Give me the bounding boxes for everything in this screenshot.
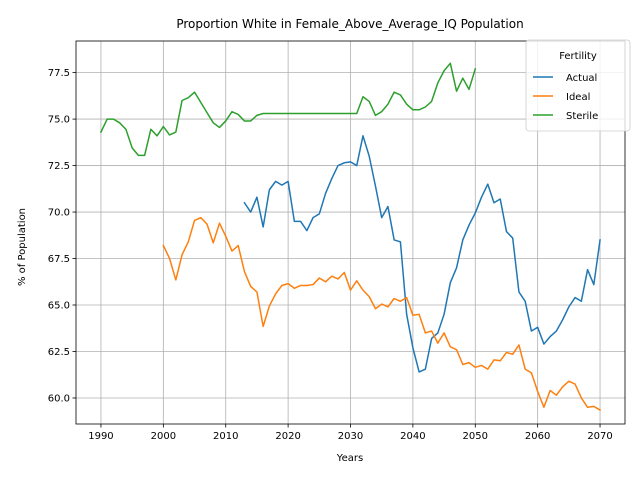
x-tick-label: 2020 [275, 431, 300, 442]
x-tick-label: 2040 [400, 431, 425, 442]
x-tick-label: 1990 [88, 431, 113, 442]
y-tick-label: 62.5 [48, 347, 70, 358]
x-tick-label: 2030 [338, 431, 363, 442]
legend-box [525, 39, 631, 132]
legend-entries: Actual Ideal Sterile [533, 73, 598, 122]
legend: Fertility Actual Ideal Sterile [525, 39, 631, 132]
legend-label-ideal: Ideal [566, 92, 590, 103]
series-line-ideal [162, 216, 602, 412]
series-lines [99, 62, 602, 412]
x-tick-label: 2000 [151, 431, 176, 442]
legend-title: Fertility [559, 51, 597, 62]
x-tick-label: 2050 [463, 431, 488, 442]
grid [76, 41, 625, 424]
y-axis-label: % of Population [17, 208, 28, 286]
chart-title: Proportion White in Female_Above_Average… [176, 17, 523, 31]
y-tick-label: 72.5 [48, 161, 70, 172]
x-tick-label: 2060 [525, 431, 550, 442]
y-tick-label: 77.5 [48, 68, 70, 79]
x-tick-label: 2010 [213, 431, 238, 442]
y-tick-label: 60.0 [48, 393, 70, 404]
x-tick-label: 2070 [587, 431, 612, 442]
axis-ticks: 1990 2000 2010 2020 2030 2040 2050 2060 2070 60.0… [48, 68, 613, 442]
legend-label-sterile: Sterile [566, 111, 598, 122]
y-tick-label: 70.0 [48, 208, 70, 219]
legend-label-actual: Actual [566, 73, 597, 84]
series-line-sterile [99, 62, 477, 157]
y-tick-label: 67.5 [48, 254, 70, 265]
series-line-actual [243, 135, 601, 373]
y-tick-label: 75.0 [48, 115, 70, 126]
x-axis-label: Years [336, 453, 363, 464]
y-tick-label: 65.0 [48, 301, 70, 312]
